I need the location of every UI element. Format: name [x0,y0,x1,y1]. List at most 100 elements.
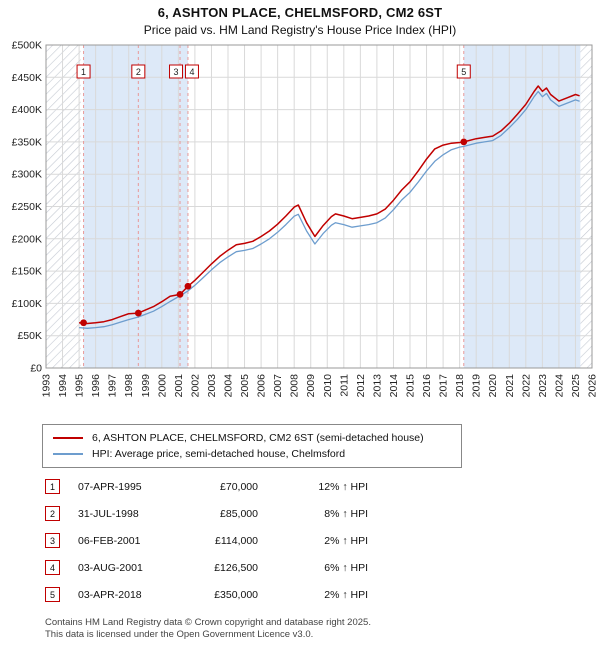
sale-number-badge: 5 [45,587,60,602]
footer-line1: Contains HM Land Registry data © Crown c… [45,617,371,628]
x-tick-label: 2012 [355,374,367,398]
x-tick-label: 2017 [438,374,450,398]
license-footer: Contains HM Land Registry data © Crown c… [45,617,371,641]
x-tick-label: 1999 [140,374,152,398]
price-history-chart: 1 2 3 4 5 £0 £50K £100K £150K £200K £250K £300K £350… [12,40,599,398]
y-tick-label: £250K [12,201,42,213]
y-tick-label: £400K [12,104,42,116]
property-price-line [79,85,580,325]
x-tick-label: 2024 [553,374,565,398]
x-tick-label: 2026 [587,374,599,398]
y-tick-label: £450K [12,72,42,84]
sale-hpi-delta: 2% ↑ HPI [324,588,368,601]
x-tick-label: 2022 [520,374,532,398]
sale-hpi-delta: 2% ↑ HPI [324,534,368,547]
sale-badge-box [131,64,146,79]
sale-hpi-delta: 6% ↑ HPI [324,561,368,574]
x-axis-labels: 1993 1994 1995 1996 1997 1998 1999 2000 2001 2002… [41,374,599,398]
sale-price: £350,000 [214,588,258,601]
y-tick-label: £150K [12,266,42,278]
hpi-line-swatch [53,453,83,455]
sale-number-badge: 4 [45,560,60,575]
y-tick-label: £0 [30,363,42,375]
legend-label-property: 6, ASHTON PLACE, CHELMSFORD, CM2 6ST (se… [92,432,424,444]
x-tick-label: 2003 [206,374,218,398]
x-tick-label: 2009 [305,374,317,398]
legend-item-property: 6, ASHTON PLACE, CHELMSFORD, CM2 6ST (se… [53,430,451,446]
x-tick-label: 2018 [454,374,466,398]
sale-date: 03-AUG-2001 [78,561,143,574]
x-tick-label: 2015 [405,374,417,398]
x-tick-label: 1996 [90,374,102,398]
table-row: 1 07-APR-1995 £70,000 12% ↑ HPI [45,473,385,500]
sale-date: 31-JUL-1998 [78,507,139,520]
table-row: 4 03-AUG-2001 £126,500 6% ↑ HPI [45,554,385,581]
page-title: 6, ASHTON PLACE, CHELMSFORD, CM2 6ST [157,5,443,20]
y-tick-label: £500K [12,40,42,52]
footer-line2: This data is licensed under the Open Gov… [45,629,314,640]
x-tick-label: 2010 [322,374,334,398]
sale-badge-number: 1 [81,67,86,77]
sale-number-badge: 2 [45,506,60,521]
x-tick-label: 2002 [189,374,201,398]
x-tick-label: 2016 [421,374,433,398]
legend-item-hpi: HPI: Average price, semi-detached house,… [53,446,451,462]
sale-markers [80,138,468,327]
x-tick-label: 2000 [156,374,168,398]
x-tick-label: 2008 [289,374,301,398]
y-tick-label: £350K [12,136,42,148]
y-tick-label: £200K [12,233,42,245]
x-tick-label: 2006 [256,374,268,398]
sale-number-badge: 3 [45,533,60,548]
x-tick-label: 1997 [107,374,119,398]
sale-price: £126,500 [214,561,258,574]
sale-badge-number: 5 [461,67,466,77]
chart-legend: 6, ASHTON PLACE, CHELMSFORD, CM2 6ST (se… [42,424,462,468]
x-tick-label: 2013 [371,374,383,398]
sale-marker [460,138,468,146]
x-tick-label: 2020 [487,374,499,398]
sale-price: £114,000 [214,534,258,547]
sale-marker [176,290,184,298]
sale-hpi-delta: 8% ↑ HPI [324,507,368,520]
sale-badge-box [76,64,91,79]
sale-hpi-delta: 12% ↑ HPI [318,480,368,493]
hpi-line [79,90,580,329]
price-lines [79,85,580,329]
table-row: 5 03-APR-2018 £350,000 2% ↑ HPI [45,581,385,608]
page-subtitle: Price paid vs. HM Land Registry's House … [143,23,457,37]
sale-price: £70,000 [220,480,258,493]
x-tick-label: 2001 [173,374,185,398]
plot-border [45,44,593,369]
sale-marker [80,319,87,327]
sale-badge-number: 4 [189,67,194,77]
x-tick-label: 1998 [123,374,135,398]
sale-badge-box [184,64,199,79]
y-axis-labels: £0 £50K £100K £150K £200K £250K £300K £350K £400… [12,40,43,375]
table-row: 3 06-FEB-2001 £114,000 2% ↑ HPI [45,527,385,554]
x-tick-label: 2023 [537,374,549,398]
x-tick-label: 2004 [223,374,235,398]
x-tick-label: 2025 [570,374,582,398]
x-tick-label: 2011 [338,374,350,397]
sale-badge-box [169,64,184,79]
sale-date: 07-APR-1995 [78,480,142,493]
sale-price: £85,000 [220,507,258,520]
transactions-table: 1 07-APR-1995 £70,000 12% ↑ HPI 2 31-JUL… [45,473,385,608]
x-tick-label: 1994 [57,374,69,398]
legend-label-hpi: HPI: Average price, semi-detached house,… [92,448,346,460]
property-line-swatch [53,437,83,439]
x-tick-label: 2007 [272,374,284,398]
sale-badge-number: 2 [136,67,141,77]
x-tick-label: 2005 [239,374,251,398]
sale-date: 06-FEB-2001 [78,534,141,547]
sale-date: 03-APR-2018 [78,588,142,601]
x-tick-label: 2021 [504,374,516,398]
x-tick-label: 2014 [388,374,400,398]
table-row: 2 31-JUL-1998 £85,000 8% ↑ HPI [45,500,385,527]
sale-marker [134,309,142,317]
x-tick-label: 1995 [74,374,86,398]
y-tick-label: £300K [12,169,42,181]
